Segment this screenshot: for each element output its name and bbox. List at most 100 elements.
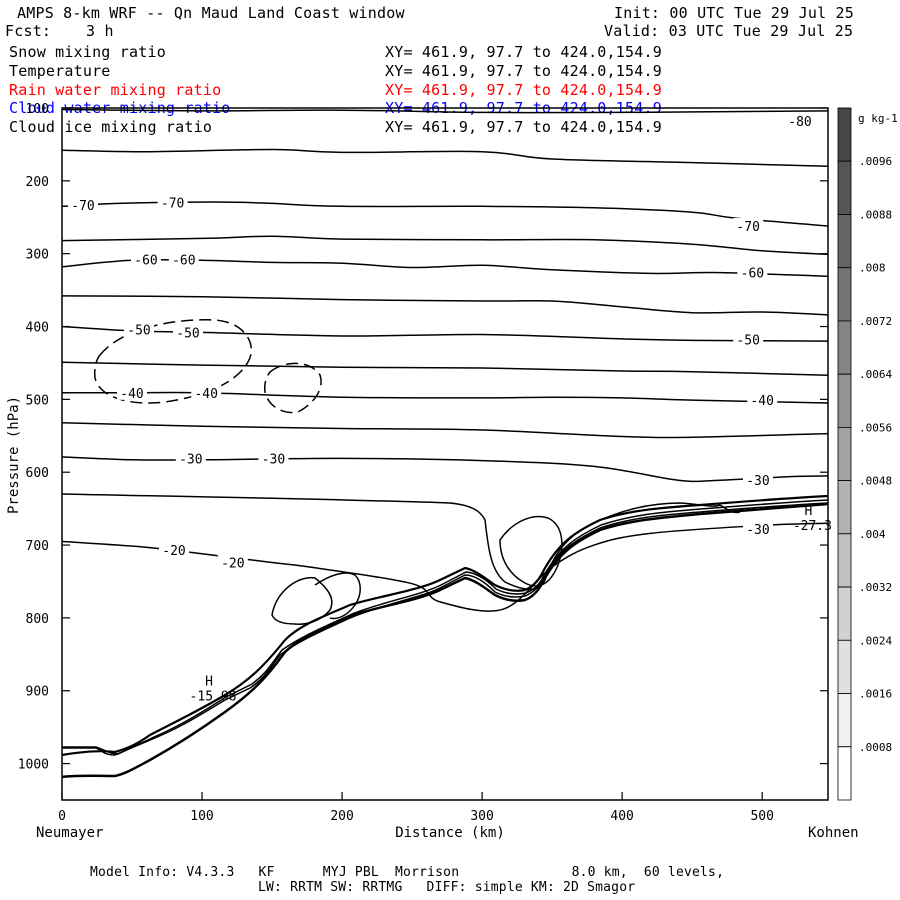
x-tick-label: 200: [330, 809, 353, 824]
contour-label-background: [157, 194, 188, 210]
contour-labels: -80 -70 -70 -70 -60 -60 -60 -50 -50 -50 -40 -40 -40 -…: [68, 113, 815, 572]
temperature-contour: [61, 421, 829, 439]
contour-label-background: [191, 384, 222, 400]
contour-label: -30: [746, 474, 769, 489]
contour-label: -40: [750, 394, 773, 409]
colorbar-tick-label: .0072: [859, 315, 892, 328]
temperature-contour: [499, 515, 563, 587]
contour-label-background: [737, 264, 768, 280]
x-axis-ticks: 0 100 200 300 400 500: [58, 792, 774, 824]
contour-label-background: [117, 384, 148, 400]
contour-label: -80: [788, 115, 811, 130]
colorbar-tick-label: .004: [859, 528, 886, 541]
y-tick-label: 800: [26, 612, 49, 627]
plot-frame: [61, 107, 829, 801]
valid-time: Valid: 03 UTC Tue 29 Jul 25: [604, 22, 854, 40]
field-xy: XY= 461.9, 97.7 to 424.0,154.9: [385, 81, 662, 99]
forecast-label: Fcst:: [5, 22, 52, 40]
field-xy: XY= 461.9, 97.7 to 424.0,154.9: [385, 118, 662, 136]
temperature-contour: [271, 576, 333, 625]
colorbar-tick-label: .0056: [859, 421, 892, 434]
contour-label-background: [258, 450, 289, 466]
contour-label-background: [733, 218, 764, 234]
x-tick-label: 400: [610, 809, 633, 824]
colorbar-swatch: [837, 746, 852, 801]
colorbar-tick-label: .0008: [859, 741, 892, 754]
forecast-value: 3 h: [86, 22, 114, 40]
contour-label: -60: [741, 267, 764, 282]
colorbar-swatch: [837, 107, 852, 162]
contour-label-background: [173, 324, 204, 340]
field-xy: XY= 461.9, 97.7 to 424.0,154.9: [385, 62, 662, 80]
contour-label: -40: [120, 387, 143, 402]
contour-label: -30: [746, 523, 769, 538]
colorbar-unit-text: g kg-1: [858, 112, 898, 125]
x-tick-label: 100: [190, 809, 213, 824]
y-tick-label: 700: [26, 539, 49, 554]
contour-label-background: [217, 554, 248, 570]
snow-mixing-ratio-contour: [94, 319, 253, 404]
y-tick-label: 900: [26, 685, 49, 700]
contour-label: -50: [736, 334, 759, 349]
terrain-surface: [62, 499, 829, 755]
field-name: Rain water mixing ratio: [9, 81, 222, 99]
init-time: Init: 00 UTC Tue 29 Jul 25: [614, 4, 854, 22]
extremum-marker: H: [804, 504, 812, 519]
y-axis-ticks: 100 200 300 400 500 600 700 800 900 1000: [18, 102, 828, 773]
colorbar-swatch: [837, 693, 852, 748]
x-tick-label: 300: [470, 809, 493, 824]
contour-label: -70: [71, 199, 94, 214]
contour-label-background: [168, 251, 199, 267]
colorbar-swatch: [837, 373, 852, 428]
terrain-surface: [62, 502, 829, 756]
field-name: Snow mixing ratio: [9, 43, 166, 61]
colorbar-swatch: [837, 320, 852, 375]
colorbar-swatch: [837, 214, 852, 269]
temperature-contour: [314, 572, 361, 620]
temperature-contour: [62, 391, 829, 404]
model-info-line2: LW: RRTM SW: RRTMG DIFF: simple KM: 2D S…: [258, 880, 636, 895]
y-tick-label: 200: [26, 175, 49, 190]
colorbar-tick-label: .0024: [859, 634, 892, 647]
colorbar-tick-label: .0032: [859, 581, 892, 594]
contour-label: -70: [736, 220, 759, 235]
contour-label: -20: [221, 557, 244, 572]
contour-label-background: [747, 392, 778, 408]
contour-label: -50: [127, 323, 150, 338]
x-tick-label: 0: [58, 809, 66, 824]
contour-label-background: [175, 450, 206, 466]
temperature-contour: [61, 108, 829, 114]
y-tick-label: 600: [26, 466, 49, 481]
contour-label: -60: [172, 254, 195, 269]
temperature-contour: [61, 148, 829, 168]
x-axis-label: Distance (km): [395, 825, 505, 841]
colorbar-swatch: [837, 426, 852, 481]
contour-label-background: [742, 472, 773, 488]
x-tick-label: 500: [750, 809, 773, 824]
colorbar-swatch: [837, 586, 852, 641]
contour-label-background: [131, 251, 162, 267]
terrain-surface: [61, 494, 829, 757]
field-xy: XY= 461.9, 97.7 to 424.0,154.9: [385, 43, 662, 61]
field-name: Cloud ice mixing ratio: [9, 118, 213, 136]
contour-label: -40: [194, 387, 217, 402]
contour-label: -60: [134, 254, 157, 269]
y-tick-label: 400: [26, 321, 49, 336]
temperature-contour: [61, 295, 829, 316]
y-tick-label: 300: [26, 248, 49, 263]
colorbar-swatch: [837, 639, 852, 694]
temperature-contour: [61, 235, 829, 256]
temperature-contour: [61, 456, 829, 483]
temperature-contour: [61, 361, 829, 377]
colorbar-unit-label: g kg-1: [858, 112, 898, 125]
model-info-line1: Model Info: V4.3.3 KF MYJ PBL Morrison 8…: [90, 865, 725, 880]
x-axis-right-label: Kohnen: [808, 825, 859, 841]
colorbar-tick-label: .0016: [859, 688, 892, 701]
contour-label-background: [742, 521, 773, 537]
contour-label-background: [124, 321, 155, 337]
terrain-surface: [61, 502, 829, 779]
y-tick-label: 1000: [18, 758, 49, 773]
contour-label: -30: [179, 452, 202, 467]
